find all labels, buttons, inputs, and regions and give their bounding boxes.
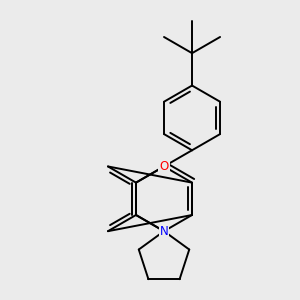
Text: N: N bbox=[160, 225, 168, 238]
Text: N: N bbox=[160, 225, 168, 238]
Text: O: O bbox=[159, 160, 169, 173]
Text: N: N bbox=[160, 160, 168, 173]
